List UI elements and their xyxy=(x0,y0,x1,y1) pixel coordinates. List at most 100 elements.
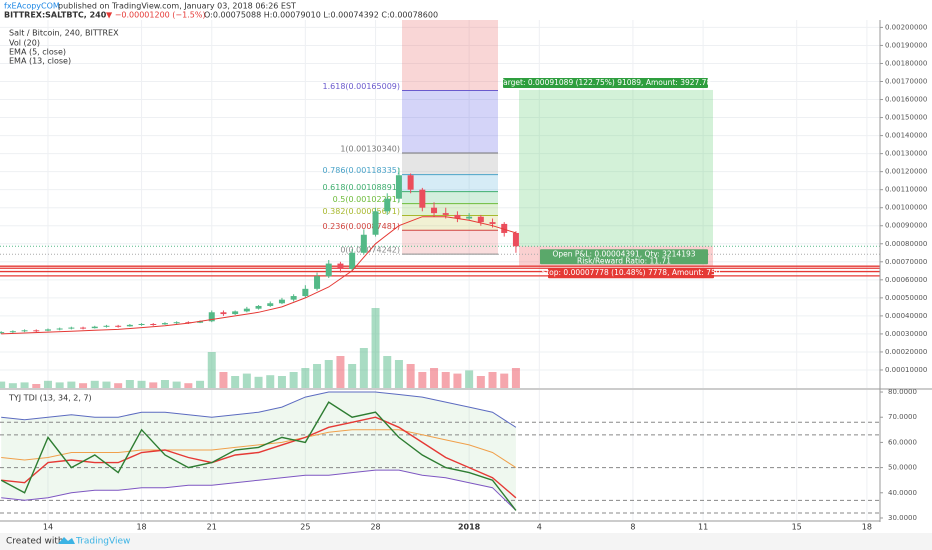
y-tick-label: 0.00090000 xyxy=(885,222,927,230)
y-tick-label: 0.00060000 xyxy=(885,276,927,284)
volume-bar xyxy=(254,376,263,388)
y-tick-label: 0.00200000 xyxy=(885,23,927,31)
volume-bar xyxy=(324,360,333,388)
volume-bar xyxy=(359,348,368,388)
y-tick-label: 0.00070000 xyxy=(885,258,927,266)
stop-label-box xyxy=(548,268,714,279)
volume-bar xyxy=(441,372,450,388)
candle-body xyxy=(68,327,75,329)
volume-bar xyxy=(453,373,462,388)
pnl-label: Open P&L: 0.00004391, Qty: 3214193 xyxy=(552,249,695,258)
y-tick-label: 0.00170000 xyxy=(885,77,927,85)
change: ▼ −0.00001200 (−1.5%) xyxy=(106,11,206,20)
candle-body xyxy=(489,222,496,224)
candle-body xyxy=(103,325,110,327)
y-tick-label: 50.0000 xyxy=(888,464,917,472)
volume-bar xyxy=(348,364,357,388)
axes: 14 18 21 25 28 2018 4 8 11 15 18 0.00010000 0.000200… xyxy=(43,23,927,531)
volume-bar xyxy=(242,373,251,388)
candle-body xyxy=(290,296,297,300)
ohlc: O:0.00075088 H:0.00079010 L:0.00074392 C… xyxy=(204,11,438,20)
target-label-box xyxy=(503,77,708,88)
fib-label: 1.618(0.00165009) xyxy=(323,82,401,91)
fib-zone xyxy=(402,215,498,231)
x-tick-label: 14 xyxy=(43,523,53,532)
volume-bar xyxy=(90,380,99,388)
fib-label: 1(0.00130340) xyxy=(340,145,400,154)
volume-bar xyxy=(0,381,6,388)
fib-label: 0.618(0.00108891) xyxy=(323,183,401,192)
x-tick-label: 18 xyxy=(136,523,146,532)
tdi-line xyxy=(1,469,517,511)
volume-bar xyxy=(32,384,41,388)
y-tick-label: 0.00160000 xyxy=(885,96,927,104)
y-tick-label: 0.00080000 xyxy=(885,240,927,248)
candle-body xyxy=(477,216,484,223)
fib-label: 0.236(0.00087481) xyxy=(323,222,401,231)
candle-body xyxy=(454,214,461,219)
author[interactable]: fxEAcopyCOM xyxy=(4,2,60,11)
candle-body xyxy=(232,311,239,315)
volume-bar xyxy=(313,364,322,388)
volume-bar xyxy=(430,368,439,388)
tdi-line xyxy=(1,391,517,428)
x-tick-label: 21 xyxy=(207,523,217,532)
x-tick-label: 28 xyxy=(370,523,380,532)
volume-bar xyxy=(67,381,76,388)
volume-bar xyxy=(266,375,275,388)
volume-bar xyxy=(172,381,181,388)
fib-zone xyxy=(402,203,498,216)
candle-body xyxy=(80,327,87,329)
volume-bar xyxy=(394,360,403,388)
volume-bar xyxy=(219,372,228,388)
fib-zone xyxy=(402,153,498,175)
candle-body xyxy=(278,299,285,304)
volume-bar xyxy=(55,382,64,388)
volume-bar xyxy=(207,352,216,388)
candle-body xyxy=(384,198,391,212)
y-tick-label: 0.00150000 xyxy=(885,114,927,122)
candle-body xyxy=(138,323,145,325)
volume-bar xyxy=(371,308,380,388)
candle-body xyxy=(197,321,204,323)
volume-bar xyxy=(20,382,29,388)
tdi-title: TYJ TDI (13, 34, 2, 7) xyxy=(8,394,92,403)
volume-bar xyxy=(149,382,158,388)
legend-item: Vol (20) xyxy=(9,39,40,48)
volume-bar xyxy=(289,372,298,388)
y-tick-label: 0.00030000 xyxy=(885,330,927,338)
tdi-line xyxy=(1,416,517,499)
legend-item: EMA (5, close) xyxy=(9,48,66,57)
candle-body xyxy=(0,332,5,334)
x-tick-label: 2018 xyxy=(458,523,481,532)
candle-body xyxy=(431,207,438,214)
volume-bar xyxy=(196,380,205,388)
fib-zone xyxy=(402,230,498,255)
fib-label: 0.5(0.00102291) xyxy=(333,195,400,204)
candle-body xyxy=(115,325,122,327)
candle-body xyxy=(337,263,344,270)
candle-body xyxy=(407,175,414,190)
footer-brand[interactable]: TradingView xyxy=(75,537,130,547)
pnl-label-box xyxy=(540,249,708,265)
y-tick-label: 0.00050000 xyxy=(885,294,927,302)
candle-body xyxy=(56,328,63,330)
candle-body xyxy=(395,175,402,199)
volume-bar xyxy=(114,383,123,388)
y-tick-label: 0.00020000 xyxy=(885,348,927,356)
volume-bar xyxy=(476,376,485,388)
volume-bar xyxy=(277,376,286,388)
x-tick-label: 15 xyxy=(792,523,802,532)
y-tick-label: 0.00130000 xyxy=(885,150,927,158)
candle-body xyxy=(243,308,250,312)
fib-zone xyxy=(402,174,498,192)
candle-body xyxy=(91,326,98,329)
target-zone xyxy=(519,89,713,247)
tdi-line xyxy=(0,401,517,511)
candle-body xyxy=(208,312,215,322)
x-tick-label: 25 xyxy=(300,523,310,532)
stop-label: Stop: 0.00007778 (10.48%) 7778, Amount: … xyxy=(541,268,720,277)
candle-body xyxy=(372,211,379,235)
